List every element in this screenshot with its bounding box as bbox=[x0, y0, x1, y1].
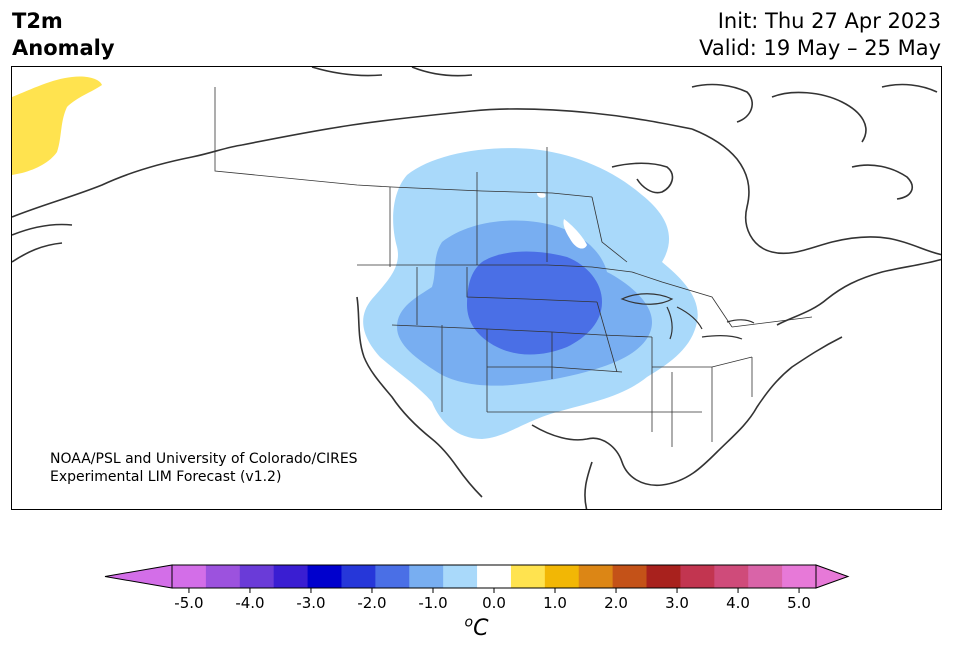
colorbar-tick-label: -5.0 bbox=[174, 594, 203, 612]
forecast-dates: Init: Thu 27 Apr 2023 Valid: 19 May – 25… bbox=[699, 8, 941, 62]
colorbar-tick-label: 1.0 bbox=[543, 594, 567, 612]
colorbar-bin bbox=[273, 565, 309, 588]
colorbar: -5.0 -4.0 -3.0 -2.0 -1.0 0.0 1.0 2.0 3.0 4.0 5.0 bbox=[104, 564, 850, 612]
colorbar-bin bbox=[748, 565, 783, 588]
map-title: T2m Anomaly bbox=[12, 8, 115, 62]
colorbar-tick-label: -2.0 bbox=[357, 594, 386, 612]
colorbar-bin bbox=[544, 565, 580, 588]
colorbar-bin bbox=[782, 565, 817, 588]
credit-text: NOAA/PSL and University of Colorado/CIRE… bbox=[50, 450, 358, 486]
title-type: Anomaly bbox=[12, 36, 115, 60]
great-lakes bbox=[620, 293, 755, 340]
colorbar-tick-label: 3.0 bbox=[665, 594, 689, 612]
anomaly-yellow-region bbox=[12, 76, 102, 175]
unit-label: oC bbox=[464, 615, 489, 642]
colorbar-bin bbox=[443, 565, 478, 588]
colorbar-min-arrow bbox=[104, 564, 173, 589]
colorbar-tick-label: -1.0 bbox=[418, 594, 447, 612]
colorbar-bin bbox=[409, 565, 444, 588]
colorbar-bin bbox=[307, 565, 342, 588]
colorbar-bin bbox=[646, 565, 681, 588]
colorbar-bin bbox=[375, 565, 410, 588]
credit-line-1: NOAA/PSL and University of Colorado/CIRE… bbox=[50, 451, 358, 467]
title-variable: T2m bbox=[12, 9, 63, 33]
colorbar-tick-label: -3.0 bbox=[296, 594, 325, 612]
anomaly-dark-blue-region bbox=[467, 251, 602, 355]
colorbar-bin bbox=[239, 565, 275, 588]
colorbar-tick-label: -4.0 bbox=[235, 594, 264, 612]
colorbar-max-arrow bbox=[815, 564, 850, 589]
anomaly-map bbox=[12, 67, 941, 509]
colorbar-bin bbox=[612, 565, 648, 588]
lake-winnipeg bbox=[563, 219, 587, 249]
colorbar-bin bbox=[680, 565, 715, 588]
colorbar-bin bbox=[341, 565, 376, 588]
small-lake bbox=[537, 192, 546, 198]
coastlines bbox=[12, 67, 941, 509]
political-boundaries bbox=[214, 87, 813, 447]
colorbar-bin bbox=[172, 565, 207, 588]
map-panel: NOAA/PSL and University of Colorado/CIRE… bbox=[11, 66, 942, 510]
colorbar-bin bbox=[578, 565, 614, 588]
colorbar-bin bbox=[205, 565, 241, 588]
colorbar-bin bbox=[510, 565, 546, 588]
colorbar-tick-label: 4.0 bbox=[726, 594, 750, 612]
credit-line-2: Experimental LIM Forecast (v1.2) bbox=[50, 469, 282, 485]
colorbar-tick-label: 0.0 bbox=[482, 594, 506, 612]
colorbar-bin bbox=[477, 565, 512, 588]
colorbar-bin bbox=[714, 565, 749, 588]
valid-range: Valid: 19 May – 25 May bbox=[699, 36, 941, 60]
colorbar-unit: oC bbox=[0, 615, 953, 641]
init-date: Init: Thu 27 Apr 2023 bbox=[717, 9, 941, 33]
colorbar-tick-label: 2.0 bbox=[604, 594, 628, 612]
colorbar-tick-label: 5.0 bbox=[787, 594, 811, 612]
